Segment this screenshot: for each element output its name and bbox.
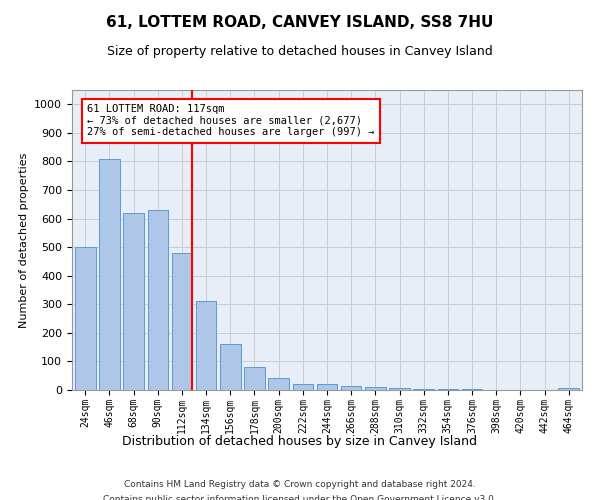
Bar [559, 388, 579, 390]
Y-axis label: Number of detached properties: Number of detached properties [19, 152, 29, 328]
Text: Contains public sector information licensed under the Open Government Licence v3: Contains public sector information licen… [103, 495, 497, 500]
Bar [196, 302, 217, 390]
Bar [124, 213, 144, 390]
Text: Contains HM Land Registry data © Crown copyright and database right 2024.: Contains HM Land Registry data © Crown c… [124, 480, 476, 489]
Text: 61 LOTTEM ROAD: 117sqm
← 73% of detached houses are smaller (2,677)
27% of semi-: 61 LOTTEM ROAD: 117sqm ← 73% of detached… [87, 104, 375, 138]
Bar [268, 378, 289, 390]
Bar [220, 344, 241, 390]
Bar [341, 386, 361, 390]
Bar [413, 388, 434, 390]
Bar [293, 384, 313, 390]
Bar [172, 253, 192, 390]
Bar [437, 389, 458, 390]
Bar [365, 387, 386, 390]
Text: Distribution of detached houses by size in Canvey Island: Distribution of detached houses by size … [122, 435, 478, 448]
Text: Size of property relative to detached houses in Canvey Island: Size of property relative to detached ho… [107, 45, 493, 58]
Bar [148, 210, 168, 390]
Bar [75, 247, 95, 390]
Bar [244, 366, 265, 390]
Text: 61, LOTTEM ROAD, CANVEY ISLAND, SS8 7HU: 61, LOTTEM ROAD, CANVEY ISLAND, SS8 7HU [106, 15, 494, 30]
Bar [389, 388, 410, 390]
Bar [317, 384, 337, 390]
Bar [99, 158, 120, 390]
